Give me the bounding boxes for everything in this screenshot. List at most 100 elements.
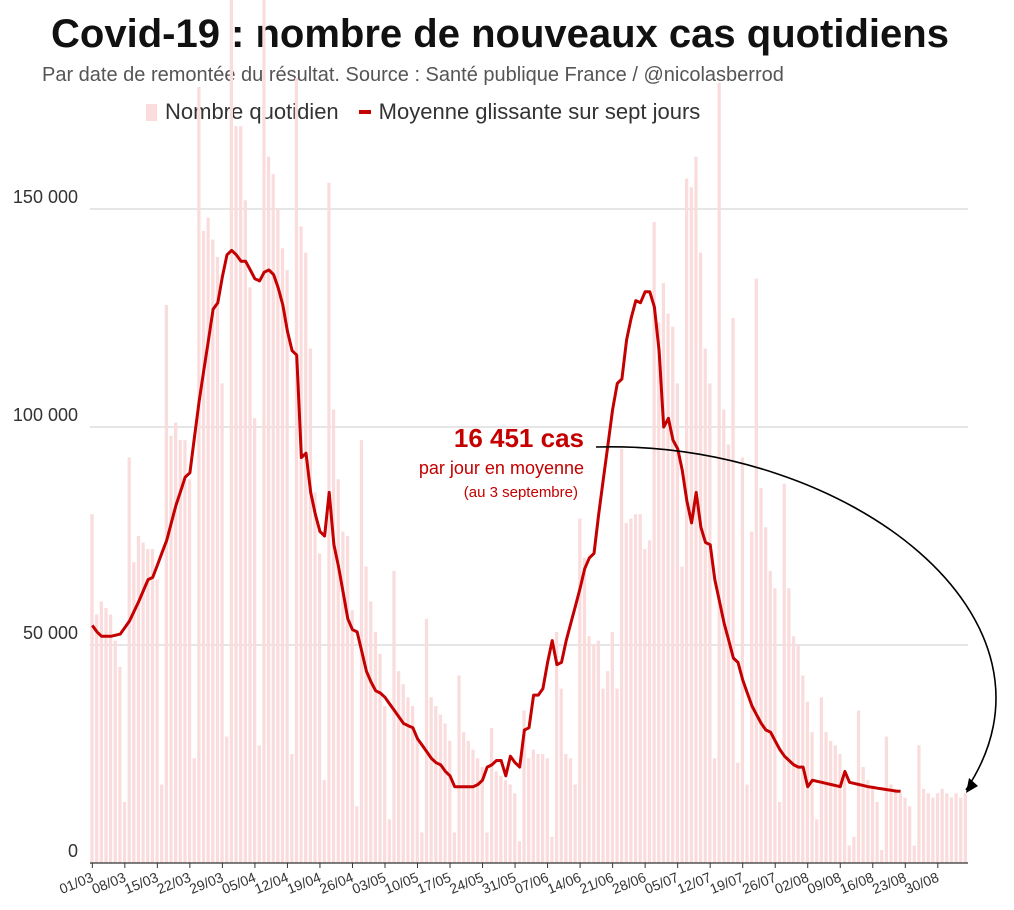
daily-bar <box>229 0 234 863</box>
daily-bar <box>680 566 684 863</box>
daily-bar <box>364 566 368 863</box>
daily-bar <box>322 780 326 863</box>
daily-bar <box>541 754 545 863</box>
daily-bar <box>750 531 754 863</box>
daily-bar <box>870 788 875 863</box>
daily-bar <box>759 488 763 863</box>
daily-bar <box>373 631 378 863</box>
daily-bar <box>327 182 331 864</box>
daily-bar <box>513 793 517 863</box>
daily-bar <box>378 653 382 863</box>
daily-bar <box>99 601 103 863</box>
daily-bar <box>810 732 814 863</box>
daily-bar <box>271 174 275 863</box>
daily-bar <box>155 579 159 863</box>
daily-bar <box>280 248 285 864</box>
daily-bar <box>462 732 466 863</box>
daily-bar <box>624 522 628 863</box>
daily-bar <box>842 771 847 863</box>
daily-bar <box>908 806 912 863</box>
daily-bar <box>262 0 266 863</box>
daily-bar <box>894 788 898 863</box>
daily-bar <box>698 252 703 864</box>
daily-bar <box>671 326 675 864</box>
daily-bar <box>554 631 559 863</box>
moving-average-line <box>91 248 901 793</box>
annotation-text: par jour en moyenne <box>418 458 584 478</box>
daily-bar <box>592 645 596 863</box>
daily-bar <box>387 819 391 863</box>
daily-bar <box>578 518 582 863</box>
daily-bar <box>215 256 220 864</box>
daily-bar <box>736 762 740 863</box>
daily-bar <box>619 448 624 863</box>
daily-bar <box>406 697 410 863</box>
daily-bar <box>694 156 698 863</box>
daily-bar <box>568 758 573 863</box>
daily-bar <box>582 557 587 863</box>
daily-bar <box>489 727 494 863</box>
y-tick-label: 100 000 <box>13 405 78 425</box>
daily-bar <box>475 758 480 863</box>
daily-bar <box>559 688 563 863</box>
daily-bar <box>796 645 800 863</box>
daily-bar <box>745 784 749 863</box>
daily-bar <box>136 536 141 863</box>
daily-bar <box>824 732 828 863</box>
daily-bar <box>666 313 670 863</box>
daily-bar <box>220 383 224 863</box>
daily-bar <box>940 788 944 863</box>
daily-bar <box>118 666 122 863</box>
daily-bar <box>522 710 526 863</box>
daily-bar <box>657 322 661 863</box>
daily-bar <box>508 784 512 863</box>
daily-bar <box>889 784 893 863</box>
daily-bar <box>717 82 721 863</box>
daily-bar <box>931 797 935 863</box>
daily-bar <box>434 706 438 863</box>
daily-bar <box>206 217 210 864</box>
daily-bar <box>197 86 201 864</box>
daily-bar <box>610 631 614 863</box>
legend-line-swatch <box>358 110 371 114</box>
y-tick-label: 0 <box>68 841 78 861</box>
daily-bar <box>234 126 238 863</box>
daily-bar <box>949 797 954 863</box>
daily-bar <box>201 230 206 864</box>
daily-bar <box>169 435 173 863</box>
daily-bar <box>685 178 689 864</box>
daily-bar <box>768 570 772 863</box>
daily-bar <box>545 758 549 863</box>
daily-bar <box>146 549 150 863</box>
daily-bar <box>457 675 461 863</box>
daily-bar <box>633 514 638 863</box>
daily-bar <box>875 801 879 863</box>
daily-bar <box>815 819 819 863</box>
daily-bar <box>866 780 870 863</box>
daily-bar <box>415 736 419 863</box>
daily-bar <box>601 688 605 863</box>
daily-bar <box>466 740 470 863</box>
daily-bar <box>675 383 679 863</box>
daily-bar <box>652 222 656 863</box>
daily-bar <box>861 767 865 863</box>
daily-bar <box>587 636 591 863</box>
daily-bar <box>276 209 280 863</box>
daily-bar <box>174 422 178 863</box>
daily-bar <box>596 640 601 863</box>
daily-bar <box>777 801 782 863</box>
chart-subtitle: Par date de remontée du résultat. Source… <box>42 64 784 86</box>
daily-bar <box>903 797 907 863</box>
daily-bar <box>638 514 642 863</box>
daily-bar <box>494 771 498 863</box>
daily-bar <box>503 780 508 863</box>
daily-bar <box>921 788 926 863</box>
legend: Nombre quotidien Moyenne glissante sur s… <box>146 99 700 125</box>
daily-bar <box>647 540 652 863</box>
annotation-date: (au 3 septembre) <box>463 484 578 501</box>
daily-bar <box>550 836 554 863</box>
daily-bar <box>536 754 540 863</box>
daily-bar <box>178 440 182 863</box>
daily-bar <box>661 283 666 863</box>
